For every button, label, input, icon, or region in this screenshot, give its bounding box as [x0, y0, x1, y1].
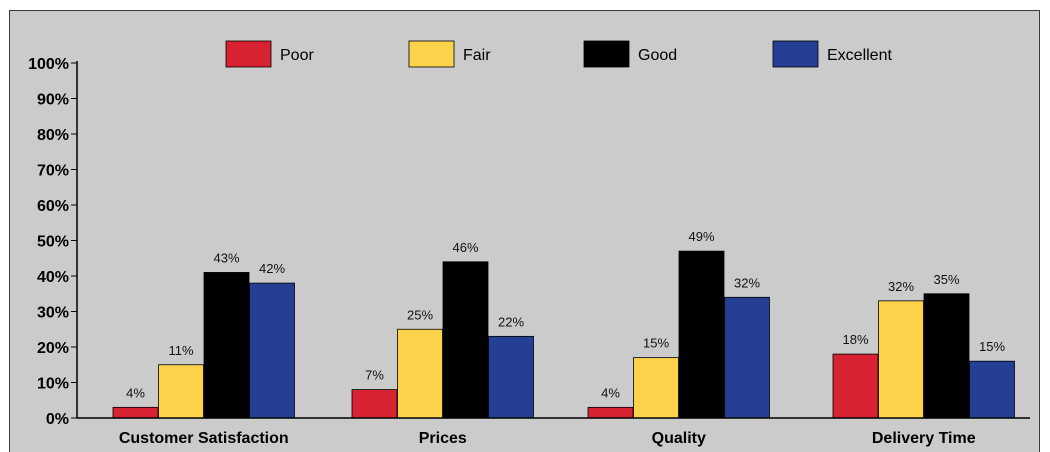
bar-excellent [969, 360, 1015, 419]
bar-good [442, 261, 489, 419]
bar-fair [633, 357, 679, 419]
bar-poor [832, 353, 879, 419]
data-label: 18% [842, 332, 868, 347]
y-tick-label: 90% [37, 92, 69, 109]
y-tick-label: 10% [37, 376, 69, 393]
legend-label: Poor [280, 47, 314, 64]
y-tick-label: 80% [37, 127, 69, 144]
data-label: 25% [407, 307, 433, 322]
y-tick-label: 30% [37, 305, 69, 322]
data-label: 49% [688, 229, 714, 244]
legend-swatch-excellent [772, 40, 819, 68]
bar-fair [397, 328, 443, 419]
data-label: 43% [213, 250, 239, 265]
legend-label: Fair [463, 47, 491, 64]
data-label: 11% [168, 343, 193, 358]
bar-good [923, 293, 970, 419]
legend-label: Excellent [827, 47, 892, 64]
data-label: 46% [452, 240, 478, 255]
bar-fair [878, 300, 924, 419]
category-label: Prices [419, 430, 467, 447]
bar-poor [587, 406, 634, 419]
y-tick-label: 0% [46, 411, 69, 428]
data-label: 15% [643, 336, 669, 351]
bar-poor [351, 389, 398, 419]
category-label: Customer Satisfaction [119, 430, 289, 447]
data-label: 35% [933, 272, 959, 287]
bar-good [678, 250, 725, 419]
legend-swatch-poor [225, 40, 272, 68]
bar-excellent [724, 296, 770, 419]
legend-swatch-good [583, 40, 630, 68]
data-label: 32% [734, 275, 760, 290]
legend-swatch-fair [408, 40, 455, 68]
bar-fair [158, 364, 204, 419]
y-tick-label: 20% [37, 340, 69, 357]
y-tick-label: 70% [37, 163, 69, 180]
data-label: 4% [601, 385, 620, 400]
y-tick-label: 40% [37, 269, 69, 286]
data-label: 7% [365, 368, 384, 383]
data-label: 32% [888, 279, 914, 294]
y-tick-label: 60% [37, 198, 69, 215]
data-label: 22% [498, 314, 524, 329]
y-tick-label: 50% [37, 234, 69, 251]
bar-poor [112, 406, 159, 419]
bar-excellent [488, 335, 534, 419]
category-label: Quality [652, 430, 706, 447]
bar-excellent [249, 282, 295, 419]
bar-good [203, 272, 250, 419]
data-label: 4% [126, 385, 145, 400]
legend-label: Good [638, 47, 677, 64]
data-label: 15% [979, 339, 1005, 354]
y-tick-label: 100% [28, 56, 69, 73]
data-label: 42% [259, 261, 285, 276]
category-label: Delivery Time [872, 430, 976, 447]
